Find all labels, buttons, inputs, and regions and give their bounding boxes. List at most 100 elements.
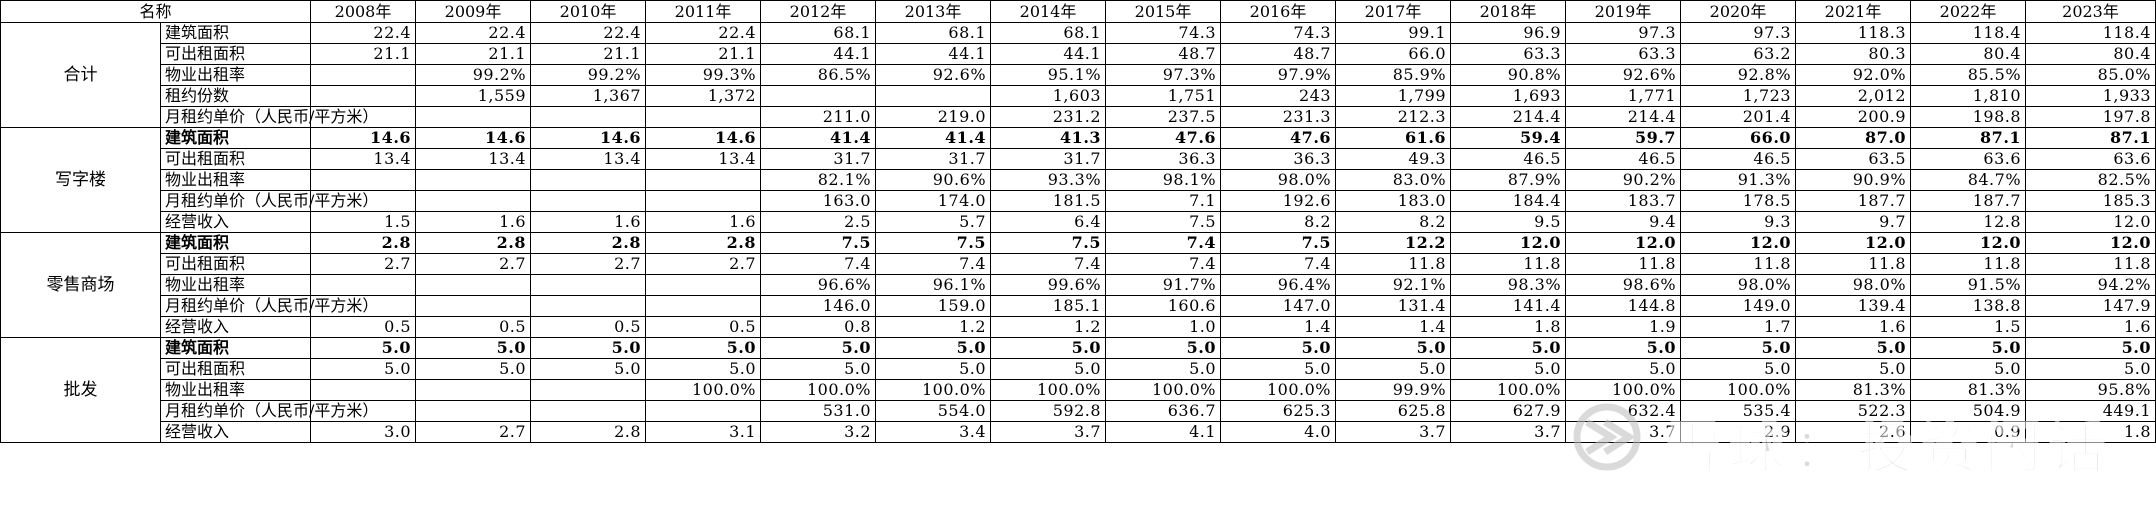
header-year-2021: 2021年 [1795, 0, 1912, 23]
table-row: 批发 建筑面积 5.0 5.0 5.0 5.0 5.0 5.0 5.0 5.0 5.0 5.0 5.0 5… [0, 337, 2156, 443]
value-cell: 13.4 [530, 148, 647, 170]
value-cell: 146.0 [760, 295, 877, 317]
value-cell [645, 190, 762, 212]
value-cell: 9.4 [1565, 211, 1682, 233]
value-cell: 11.8 [1450, 253, 1567, 275]
value-cell: 12.0 [1680, 232, 1797, 254]
value-cell: 3.7 [990, 421, 1107, 443]
value-cell: 97.3% [1105, 64, 1222, 86]
value-cell: 5.0 [415, 358, 532, 380]
value-cell: 9.3 [1680, 211, 1797, 233]
metric-label: 物业出租率 [159, 64, 312, 86]
value-cell: 1.5 [1910, 316, 2027, 338]
value-cell: 2,012 [1795, 85, 1912, 107]
value-cell: 92.6% [1565, 64, 1682, 86]
value-cell: 14.6 [645, 127, 762, 149]
value-cell: 46.5 [1450, 148, 1567, 170]
value-cell: 7.5 [760, 232, 877, 254]
value-cell: 11.8 [1565, 253, 1682, 275]
value-cell: 44.1 [760, 43, 877, 65]
value-cell: 5.0 [1680, 358, 1797, 380]
value-cell [310, 85, 417, 107]
value-cell: 87.9% [1450, 169, 1567, 191]
value-cell: 2.7 [645, 253, 762, 275]
value-cell: 3.7 [1450, 421, 1567, 443]
value-cell: 5.7 [875, 211, 992, 233]
value-cell: 47.6 [1105, 127, 1222, 149]
metric-label: 可出租面积 [159, 253, 312, 275]
header-year-2008: 2008年 [310, 0, 417, 23]
value-cell: 48.7 [1220, 43, 1337, 65]
table-row: 经营收入 1.5 1.6 1.6 1.6 2.5 5.7 6.4 7.5 8.2 8.2 9.5 9.4… [1, 211, 2156, 233]
value-cell: 41.3 [990, 127, 1107, 149]
value-cell: 184.4 [1450, 190, 1567, 212]
value-cell: 21.1 [415, 43, 532, 65]
value-cell: 85.9% [1335, 64, 1452, 86]
value-cell: 63.3 [1450, 43, 1567, 65]
value-cell: 59.7 [1565, 127, 1682, 149]
metric-label: 月租约单价（人民币/平方米） [159, 106, 378, 128]
value-cell: 96.9 [1450, 22, 1567, 44]
value-cell: 22.4 [415, 22, 532, 44]
value-cell: 46.5 [1565, 148, 1682, 170]
value-cell: 81.3% [1910, 379, 2027, 401]
value-cell: 92.6% [875, 64, 992, 86]
value-cell: 97.3 [1680, 22, 1797, 44]
value-cell: 83.0% [1335, 169, 1452, 191]
header-year-2012: 2012年 [760, 0, 877, 23]
value-cell: 147.9 [2025, 295, 2156, 317]
value-cell: 63.6 [2025, 148, 2156, 170]
value-cell: 214.4 [1450, 106, 1567, 128]
value-cell: 522.3 [1795, 400, 1912, 422]
value-cell [645, 400, 762, 422]
value-cell: 92.8% [1680, 64, 1797, 86]
value-cell [530, 400, 647, 422]
table-row: 物业出租率 100.0% 100.0% 100.0% 100.0% 100.0% 100.0… [1, 379, 2156, 401]
value-cell: 178.5 [1680, 190, 1797, 212]
value-cell: 0.5 [530, 316, 647, 338]
value-cell: 61.6 [1335, 127, 1452, 149]
value-cell [415, 190, 532, 212]
value-cell: 1.4 [1220, 316, 1337, 338]
value-cell [310, 379, 417, 401]
value-cell: 90.9% [1795, 169, 1912, 191]
value-cell: 11.8 [1335, 253, 1452, 275]
value-cell: 1,372 [645, 85, 762, 107]
value-cell: 68.1 [760, 22, 877, 44]
value-cell: 1.7 [1680, 316, 1797, 338]
value-cell: 0.5 [310, 316, 417, 338]
value-cell: 1.6 [530, 211, 647, 233]
value-cell: 1,693 [1450, 85, 1567, 107]
value-cell: 21.1 [310, 43, 417, 65]
value-cell: 98.6% [1565, 274, 1682, 296]
value-cell: 48.7 [1105, 43, 1222, 65]
value-cell: 100.0% [1220, 379, 1337, 401]
value-cell: 197.8 [2025, 106, 2156, 128]
value-cell: 3.7 [1565, 421, 1682, 443]
header-year-2023: 2023年 [2025, 0, 2156, 23]
value-cell: 12.0 [1565, 232, 1682, 254]
value-cell: 96.1% [875, 274, 992, 296]
table-row: 物业出租率 96.6% 96.1% 99.6% 91.7% 96.4% 92.1% 98.3%… [1, 274, 2156, 296]
value-cell: 5.0 [530, 358, 647, 380]
value-cell: 200.9 [1795, 106, 1912, 128]
value-cell: 9.7 [1795, 211, 1912, 233]
value-cell [530, 106, 647, 128]
value-cell: 99.2% [530, 64, 647, 86]
value-cell: 7.4 [1105, 253, 1222, 275]
header-row: 名称 2008年 2009年 2010年 2011年 2012年 2013年 2014年 20… [0, 0, 2156, 23]
value-cell: 0.8 [760, 316, 877, 338]
value-cell [530, 379, 647, 401]
value-cell: 5.0 [1105, 337, 1222, 359]
value-cell: 21.1 [530, 43, 647, 65]
value-cell: 90.8% [1450, 64, 1567, 86]
value-cell: 5.0 [1565, 358, 1682, 380]
table-row: 经营收入 3.0 2.7 2.8 3.1 3.2 3.4 3.7 4.1 4.0 3.7 3.7 3.7… [1, 421, 2156, 443]
value-cell: 1,810 [1910, 85, 2027, 107]
value-cell: 5.0 [1910, 358, 2027, 380]
header-year-2019: 2019年 [1565, 0, 1682, 23]
table-row: 可出租面积 21.1 21.1 21.1 21.1 44.1 44.1 44.1 48.7 48.… [1, 43, 2156, 65]
value-cell: 2.7 [310, 253, 417, 275]
value-cell: 7.4 [760, 253, 877, 275]
value-cell: 80.4 [1910, 43, 2027, 65]
